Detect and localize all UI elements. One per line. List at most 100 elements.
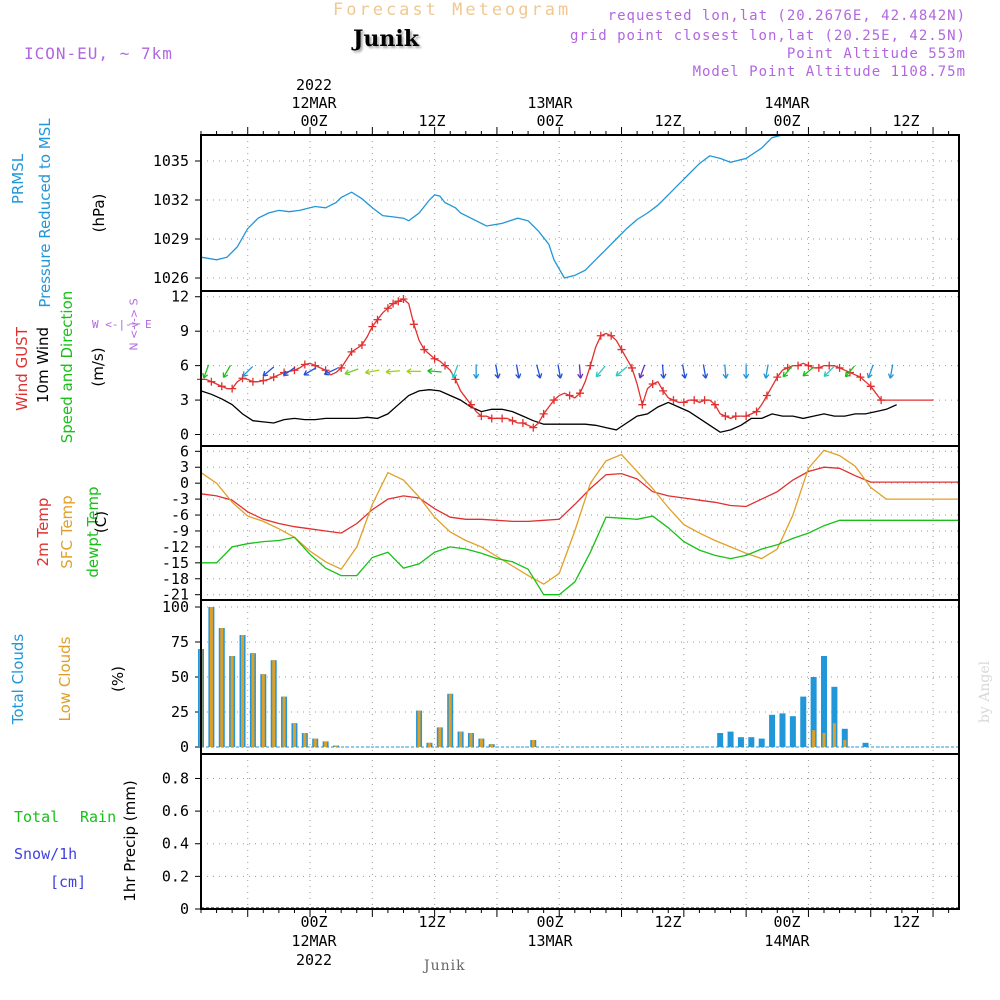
y-tick-label-clouds: 0 bbox=[180, 738, 189, 756]
wind-arrow-head bbox=[887, 373, 895, 379]
wind-arrow bbox=[722, 364, 729, 379]
y-tick-label-temp: -9 bbox=[171, 522, 189, 540]
top-day-2: 13MAR bbox=[527, 94, 573, 112]
panel-frame-2 bbox=[200, 445, 960, 601]
pressure-series bbox=[201, 135, 959, 279]
wind-arrow bbox=[702, 364, 709, 379]
wind-arrow bbox=[344, 368, 359, 376]
panel-frame-4 bbox=[200, 753, 960, 910]
wind-arrow-shaft bbox=[283, 366, 296, 376]
gust-marker bbox=[441, 361, 450, 370]
wind-arrow-head bbox=[494, 373, 501, 379]
wind-arrow-head bbox=[427, 367, 433, 375]
wind-arrow-shaft bbox=[765, 364, 769, 379]
wind-arrow bbox=[615, 366, 628, 377]
total-cloud-bar bbox=[758, 738, 765, 747]
wind-arrow-shaft bbox=[386, 370, 401, 373]
wind-arrow bbox=[823, 365, 835, 377]
low-cloud-bar bbox=[209, 607, 213, 747]
wind-arrow-shaft bbox=[844, 365, 855, 378]
gust-marker bbox=[607, 331, 616, 340]
gust-marker bbox=[248, 377, 257, 386]
top-hour-3: 12Z bbox=[654, 112, 682, 130]
wind-arrow-shaft bbox=[867, 364, 874, 379]
gust-marker bbox=[565, 391, 574, 400]
wind-arrow-head bbox=[763, 373, 770, 379]
gust-marker bbox=[550, 396, 559, 405]
low-cloud-bar bbox=[822, 733, 826, 747]
y-tick-label-precip: 0.2 bbox=[162, 867, 189, 885]
low-cloud-bar bbox=[459, 731, 463, 747]
wind-arrow-head bbox=[722, 373, 729, 379]
wind-arrow-shaft bbox=[344, 368, 359, 375]
low-cloud-bar bbox=[490, 744, 494, 747]
wind-arrow bbox=[323, 367, 338, 376]
low-cloud-bar bbox=[261, 674, 265, 747]
wind-arrow-shaft bbox=[661, 364, 665, 379]
wind-arrow-shaft bbox=[427, 370, 442, 373]
wind-arrow-head bbox=[802, 370, 809, 377]
gust-marker bbox=[383, 304, 392, 313]
y-tick-label-clouds: 50 bbox=[171, 668, 189, 686]
wind-arrow bbox=[844, 365, 855, 378]
gust-marker bbox=[731, 412, 740, 421]
top-year: 2022 bbox=[295, 76, 333, 94]
total-cloud-bar bbox=[862, 742, 869, 747]
wind-arrow-shaft bbox=[639, 364, 646, 379]
wind-arrow-shaft bbox=[557, 364, 562, 379]
wind-arrow bbox=[556, 364, 563, 379]
snow-label: Snow/1h bbox=[14, 845, 78, 863]
y-tick-label-temp: -3 bbox=[171, 490, 189, 508]
y-tick-label-precip: 0.4 bbox=[162, 835, 189, 853]
requested-coords: requested lon,lat (20.2676E, 42.4842N) bbox=[607, 8, 966, 24]
wind-arrow-shaft bbox=[681, 364, 686, 379]
gust-marker bbox=[389, 299, 398, 308]
gust-marker bbox=[742, 412, 751, 421]
gust-marker bbox=[804, 361, 813, 370]
wind-arrow-head bbox=[242, 371, 248, 377]
wind-arrow bbox=[577, 364, 584, 379]
wind-arrow-shaft bbox=[365, 369, 380, 374]
total-cloud-bar bbox=[748, 737, 755, 747]
low-cloud-bar bbox=[438, 727, 442, 747]
low-cloud-bar bbox=[292, 723, 296, 747]
gust-marker bbox=[866, 382, 875, 391]
low-cloud-bar bbox=[427, 742, 431, 747]
model-altitude: Model Point Altitude 1108.75m bbox=[692, 64, 966, 80]
wind-arrow-head bbox=[473, 373, 480, 379]
gust-marker bbox=[466, 400, 475, 409]
low-cloud-bar bbox=[303, 733, 307, 747]
low-cloud-bar bbox=[282, 696, 286, 747]
gust-line bbox=[201, 298, 933, 429]
wind-arrow-head bbox=[515, 373, 522, 379]
wind-arrow-head bbox=[638, 372, 645, 379]
gust-marker bbox=[690, 396, 699, 405]
low-cloud-bar bbox=[812, 730, 816, 747]
wind-arrow bbox=[802, 366, 815, 377]
low-cloud-bar bbox=[479, 738, 483, 747]
wind-arrow bbox=[222, 364, 232, 379]
wind-arrow-shaft bbox=[203, 364, 210, 379]
bottom-year: 2022 bbox=[295, 951, 333, 969]
low-cloud-bar bbox=[313, 738, 317, 747]
y-tick-label-temp: -21 bbox=[162, 586, 189, 604]
total-cloud-bar bbox=[769, 714, 776, 747]
gust-marker bbox=[762, 391, 771, 400]
gust-marker bbox=[596, 331, 605, 340]
wind-arrow-shaft bbox=[222, 364, 232, 378]
wind-arrow-head bbox=[222, 372, 229, 379]
y-tick-label-temp: -12 bbox=[162, 538, 189, 556]
low-cloud-bar bbox=[417, 710, 421, 747]
wind-arrow-head bbox=[303, 370, 309, 376]
y-tick-label-temp: 0 bbox=[180, 474, 189, 492]
wind-arrow-head bbox=[866, 372, 873, 379]
gust-marker bbox=[498, 414, 507, 423]
bottom-day-0: 12MAR bbox=[291, 932, 337, 950]
total-cloud-bar bbox=[737, 737, 744, 747]
wind-arrow bbox=[536, 364, 543, 379]
wind-arrow-shaft bbox=[724, 364, 727, 379]
bottom-hour-2: 00Z bbox=[536, 913, 564, 931]
total-cloud-bar bbox=[831, 686, 838, 747]
wind-arrow-head bbox=[202, 372, 209, 379]
gust-marker bbox=[357, 340, 366, 349]
